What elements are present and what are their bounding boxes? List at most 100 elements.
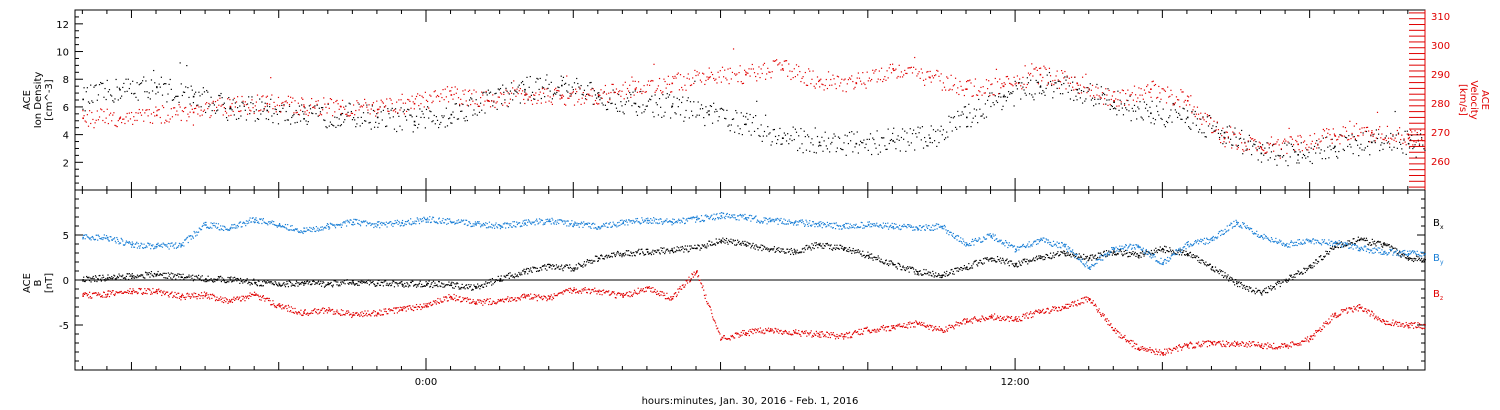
measurement-dot	[279, 285, 281, 287]
measurement-dot	[562, 270, 564, 272]
measurement-dot	[387, 110, 389, 112]
measurement-dot	[689, 245, 691, 247]
measurement-dot	[219, 276, 221, 278]
measurement-dot	[1182, 91, 1184, 93]
measurement-dot	[1196, 255, 1198, 257]
measurement-dot	[474, 103, 476, 105]
measurement-dot	[1368, 244, 1370, 246]
measurement-dot	[717, 71, 719, 73]
measurement-dot	[1259, 289, 1261, 292]
measurement-dot	[1065, 255, 1067, 257]
measurement-dot	[696, 114, 698, 116]
measurement-dot	[219, 229, 221, 231]
measurement-dot	[964, 88, 967, 90]
measurement-dot	[1073, 89, 1075, 91]
measurement-dot	[920, 139, 922, 141]
measurement-dot	[669, 250, 672, 252]
measurement-dot	[867, 149, 869, 151]
measurement-dot	[590, 81, 592, 84]
measurement-dot	[473, 109, 475, 111]
measurement-dot	[537, 270, 539, 272]
measurement-dot	[662, 251, 664, 253]
measurement-dot	[1160, 250, 1162, 252]
measurement-dot	[655, 102, 657, 104]
measurement-dot	[502, 279, 505, 281]
measurement-dot	[175, 278, 177, 280]
measurement-dot	[597, 260, 599, 262]
measurement-dot	[1181, 254, 1183, 256]
measurement-dot	[479, 288, 481, 290]
measurement-dot	[820, 245, 823, 247]
measurement-dot	[636, 251, 639, 253]
data-point	[1407, 142, 1410, 145]
measurement-dot	[1206, 264, 1208, 266]
measurement-dot	[1058, 80, 1060, 82]
data-point	[646, 251, 649, 253]
measurement-dot	[848, 250, 850, 253]
measurement-dot	[1125, 93, 1127, 95]
measurement-dot	[1195, 124, 1197, 126]
measurement-dot	[804, 249, 806, 251]
measurement-dot	[278, 284, 281, 286]
measurement-dot	[1389, 143, 1391, 145]
measurement-dot	[160, 122, 162, 124]
measurement-dot	[1277, 139, 1279, 141]
measurement-dot	[795, 64, 798, 66]
measurement-dot	[849, 249, 851, 251]
measurement-dot	[850, 78, 852, 80]
measurement-dot	[769, 132, 771, 134]
measurement-dot	[528, 86, 530, 88]
measurement-dot	[538, 88, 540, 91]
measurement-dot	[945, 89, 947, 91]
measurement-dot	[527, 98, 529, 100]
measurement-dot	[915, 68, 917, 70]
measurement-dot	[1067, 252, 1069, 254]
measurement-dot	[988, 95, 990, 98]
measurement-dot	[428, 117, 430, 119]
measurement-dot	[446, 125, 449, 127]
measurement-dot	[110, 278, 112, 280]
measurement-dot	[360, 116, 362, 118]
measurement-dot	[503, 91, 505, 93]
measurement-dot	[460, 288, 462, 290]
measurement-dot	[931, 275, 933, 277]
measurement-dot	[982, 86, 984, 88]
measurement-dot	[829, 245, 831, 247]
measurement-dot	[1114, 91, 1116, 93]
measurement-dot	[1323, 256, 1326, 258]
measurement-dot	[153, 272, 155, 275]
measurement-dot	[966, 268, 968, 270]
measurement-dot	[1189, 104, 1191, 106]
measurement-dot	[928, 76, 930, 78]
measurement-dot	[1339, 134, 1341, 136]
measurement-dot	[773, 60, 776, 62]
measurement-dot	[1003, 261, 1005, 263]
measurement-dot	[1222, 127, 1224, 129]
measurement-dot	[186, 64, 188, 67]
measurement-dot	[999, 260, 1001, 262]
measurement-dot	[1273, 286, 1275, 289]
measurement-dot	[1106, 255, 1108, 257]
measurement-dot	[213, 110, 216, 112]
measurement-dot	[1358, 155, 1360, 157]
measurement-dot	[843, 249, 845, 251]
measurement-dot	[499, 92, 502, 94]
measurement-dot	[111, 276, 113, 278]
measurement-dot	[239, 282, 241, 284]
measurement-dot	[1351, 132, 1353, 135]
measurement-dot	[1302, 273, 1304, 275]
measurement-dot	[836, 147, 838, 149]
measurement-dot	[183, 107, 186, 109]
measurement-dot	[1241, 142, 1243, 144]
measurement-dot	[1185, 118, 1188, 120]
measurement-dot	[130, 92, 133, 95]
measurement-dot	[95, 119, 97, 121]
measurement-dot	[404, 282, 406, 285]
measurement-dot	[1053, 84, 1055, 86]
measurement-dot	[111, 239, 113, 241]
measurement-dot	[439, 100, 441, 102]
data-point	[1186, 100, 1189, 102]
measurement-dot	[684, 245, 686, 247]
measurement-dot	[501, 280, 503, 282]
measurement-dot	[524, 273, 526, 275]
